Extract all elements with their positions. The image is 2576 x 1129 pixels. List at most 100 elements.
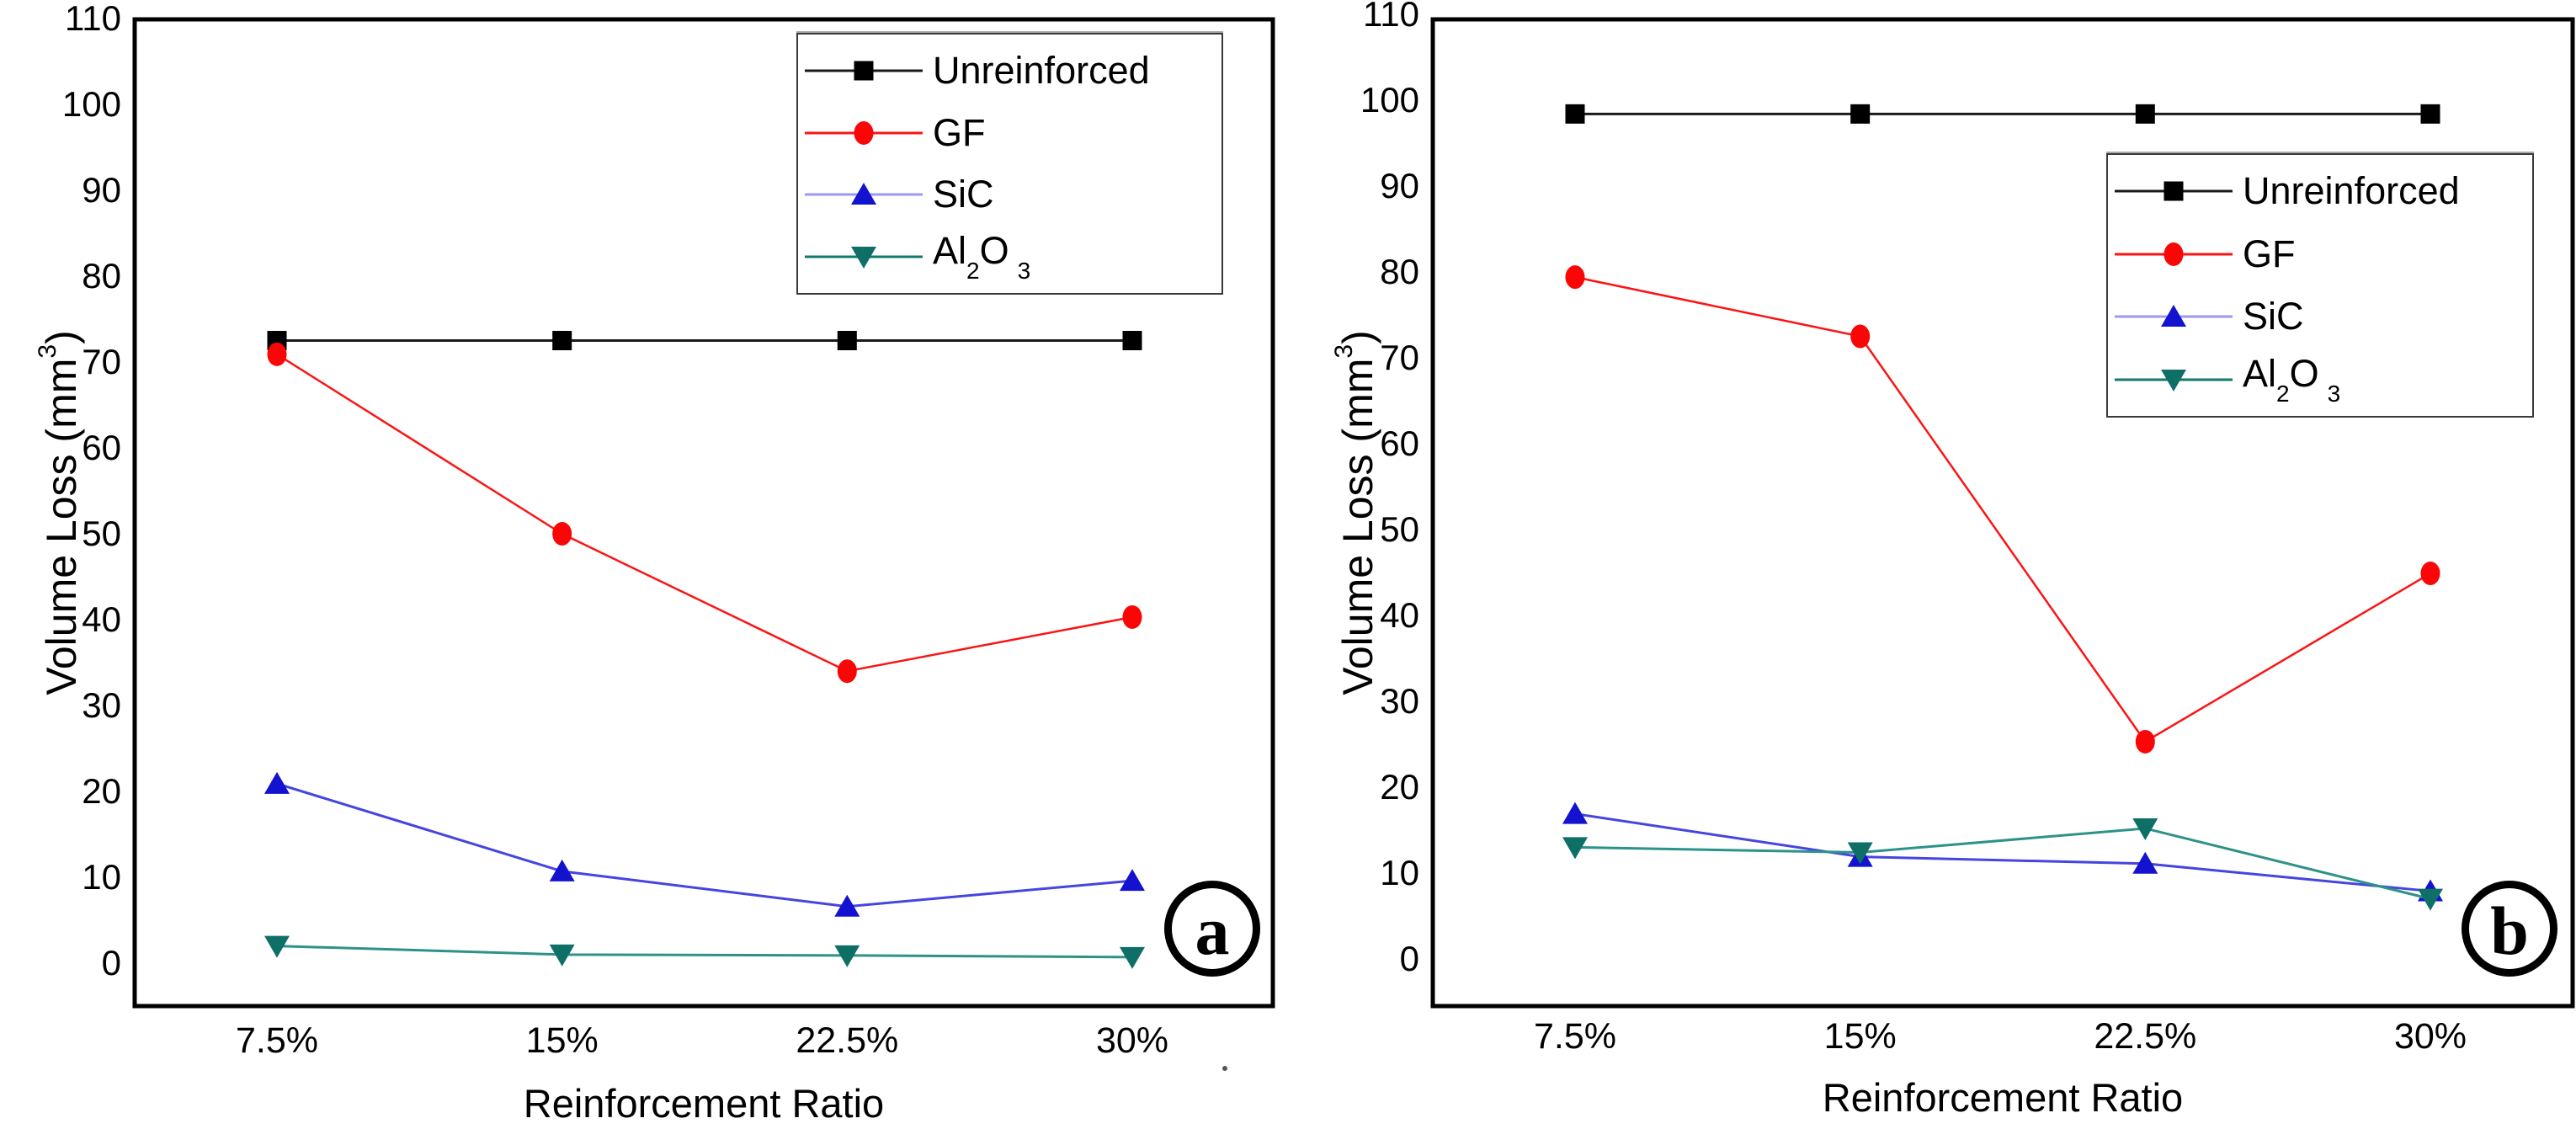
legend-label-unreinforced: Unreinforced	[933, 48, 1150, 92]
series-marker-al2o3	[549, 944, 575, 967]
panel-letter-badge-a: a	[1164, 881, 1260, 977]
series-marker-unreinforced	[2420, 104, 2440, 124]
series-marker-sic	[1120, 869, 1145, 892]
series-marker-gf	[2135, 729, 2155, 754]
x-axis-title-b: Reinforcement Ratio	[1822, 1075, 2184, 1120]
series-marker-unreinforced	[1122, 331, 1142, 351]
y-tick-label: 30	[1380, 681, 1419, 721]
y-tick-label: 60	[1380, 423, 1419, 463]
series-marker-al2o3	[2418, 888, 2443, 911]
legend-row-gf: GF	[2115, 226, 2529, 282]
plot-frame	[132, 17, 1275, 1009]
stray-dot	[1222, 1066, 1227, 1071]
series-marker-gf	[1850, 324, 1871, 349]
series-marker-al2o3	[264, 935, 290, 958]
y-axis-title-a: Volume Loss (mm3)	[21, 8, 85, 1018]
y-tick-label: 40	[1380, 595, 1419, 635]
legend-label-al2o3: Al2O 3	[2243, 351, 2341, 407]
y-tick-label: 110	[1363, 0, 1419, 34]
series-marker-al2o3	[1847, 842, 1873, 865]
panel-letter-b: b	[2490, 892, 2529, 969]
sic-key-icon	[805, 183, 923, 205]
series-marker-unreinforced	[837, 331, 857, 351]
series-line-al2o3	[1574, 827, 2431, 901]
series-marker-sic	[549, 859, 575, 881]
gf-key-icon	[805, 120, 923, 145]
y-axis-title-b-sup: 3	[1330, 343, 1358, 359]
legend-label-al2o3: Al2O 3	[933, 229, 1031, 285]
y-axis-title-b-text: Volume Loss (mm	[1334, 358, 1381, 695]
y-tick-label: 110	[65, 0, 121, 38]
series-marker-sic	[264, 771, 290, 794]
chart-panel-b: 0 10 20 30 40 50 60 70 80 90 100 110 7.5% 15% 22.5% 30%	[1360, 0, 2575, 1057]
y-axis-title-b: Volume Loss (mm3)	[1317, 8, 1381, 1018]
plot-frame	[1430, 17, 2575, 1009]
y-axis-title-a-text: Volume Loss (mm	[38, 358, 85, 695]
series-line-gf	[1574, 275, 2431, 743]
x-category-label: 22.5%	[2094, 1016, 2196, 1057]
series-marker-unreinforced	[2135, 104, 2155, 124]
sic-key-icon	[2115, 305, 2233, 328]
y-tick-label: 10	[82, 857, 121, 897]
legend-key-marker	[854, 61, 874, 81]
y-tick-label: 30	[82, 685, 121, 725]
panel-letter-badge-b: b	[2462, 881, 2557, 977]
series-line-sic	[1574, 812, 2431, 892]
y-tick-label: 50	[1380, 509, 1419, 549]
x-category-label: 15%	[526, 1020, 599, 1061]
series-marker-gf	[267, 342, 287, 366]
panel-letter-a: a	[1195, 892, 1230, 969]
y-tick-label: 70	[1380, 338, 1419, 377]
x-category-label: 7.5%	[236, 1020, 318, 1061]
series-marker-sic	[2132, 851, 2158, 874]
y-axis-title-b-close: )	[1334, 330, 1381, 344]
series-marker-al2o3	[1120, 946, 1145, 969]
series-marker-gf	[552, 522, 572, 546]
y-tick-label: 60	[82, 428, 121, 467]
x-category-label: 15%	[1824, 1016, 1897, 1057]
series-line-al2o3	[276, 945, 1133, 959]
unreinforced-key-icon	[2115, 181, 2233, 201]
legend-key-marker	[2161, 305, 2186, 328]
x-axis-title-a: Reinforcement Ratio	[523, 1081, 885, 1126]
legend-row-unreinforced: Unreinforced	[2115, 163, 2529, 219]
legend-key-marker	[2161, 369, 2186, 391]
y-tick-label: 90	[1380, 166, 1419, 205]
x-category-label: 22.5%	[796, 1020, 898, 1061]
legend-row-gf: GF	[805, 105, 1218, 161]
legend-row-unreinforced: Unreinforced	[805, 43, 1218, 99]
y-tick-label: 100	[1360, 80, 1419, 120]
legend-key-marker	[854, 120, 874, 145]
y-tick-label: 50	[82, 514, 121, 553]
y-tick-label: 20	[1380, 767, 1419, 807]
series-marker-sic	[1562, 801, 1588, 824]
legend-label-sic: SiC	[2243, 295, 2304, 338]
y-tick-label: 90	[82, 170, 121, 210]
legend-row-sic: SiC	[805, 167, 1218, 222]
unreinforced-key-icon	[805, 61, 923, 81]
legend-label-gf: GF	[933, 110, 986, 154]
legend-b: Unreinforced GF SiC Al2O 3	[2106, 153, 2534, 418]
y-tick-label: 0	[1400, 939, 1419, 978]
y-tick-label: 100	[62, 84, 121, 124]
series-marker-unreinforced	[1850, 104, 1871, 124]
series-marker-al2o3	[834, 945, 860, 967]
chart-panel-a: 0 10 20 30 40 50 60 70 80 90 100 110 7.5% 15% 22.5% 30%	[62, 0, 1275, 1061]
series-line-gf	[276, 353, 1133, 673]
y-tick-label: 40	[82, 599, 121, 639]
x-category-label: 30%	[1096, 1020, 1168, 1061]
al2o3-key-icon	[2115, 369, 2233, 391]
series-marker-sic	[834, 894, 860, 917]
legend-key-marker	[2164, 242, 2184, 266]
legend-key-marker	[851, 183, 876, 205]
legend-row-al2o3: Al2O 3	[805, 229, 1218, 285]
y-tick-label: 0	[102, 943, 121, 983]
series-marker-gf	[2420, 562, 2440, 586]
y-tick-label: 70	[82, 342, 121, 381]
series-marker-al2o3	[2132, 817, 2158, 840]
y-tick-label: 20	[82, 771, 121, 811]
series-marker-unreinforced	[552, 331, 572, 351]
al2o3-key-icon	[805, 247, 923, 269]
